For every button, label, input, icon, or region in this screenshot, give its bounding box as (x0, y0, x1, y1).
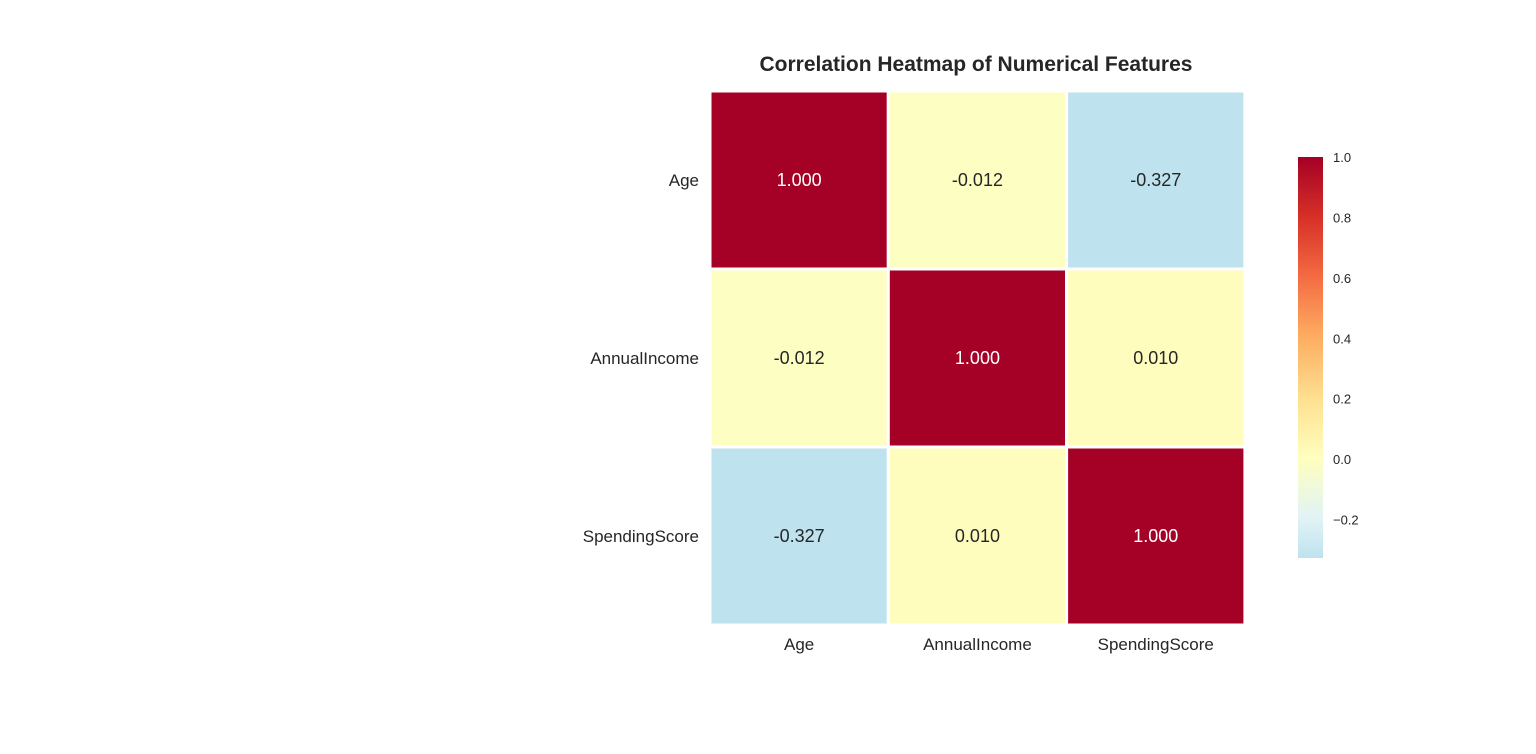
cell-value-label: 1.000 (1133, 526, 1178, 546)
heatmap-cell (1065, 267, 1247, 449)
colorbar-tick-label: 0.6 (1333, 271, 1351, 286)
cell-value-label: 1.000 (777, 170, 822, 190)
chart-title: Correlation Heatmap of Numerical Feature… (760, 53, 1193, 76)
colorbar-tick-label: 0.2 (1333, 392, 1351, 407)
heatmap-cell (886, 89, 1069, 271)
heatmap-cell (708, 89, 890, 271)
cell-value-label: 0.010 (955, 526, 1000, 546)
cell-value-label: -0.327 (774, 526, 825, 546)
colorbar-gradient (1298, 157, 1323, 558)
colorbar-tick-label: 1.0 (1333, 150, 1351, 165)
colorbar-tick-label: −0.2 (1333, 513, 1359, 528)
heatmap-cell (708, 445, 890, 627)
row-tick-label: Age (669, 171, 699, 190)
heatmap-cells: 1.000 -0.012 -0.327 -0.012 1.000 0.010 -0.327 0… (708, 89, 1247, 627)
row-tick-labels: Age AnnualIncome SpendingScore (583, 171, 699, 546)
column-tick-label: AnnualIncome (923, 635, 1032, 654)
column-tick-label: SpendingScore (1098, 635, 1214, 654)
column-tick-label: Age (784, 635, 814, 654)
heatmap-cell (1065, 89, 1247, 271)
heatmap-cell (886, 445, 1069, 627)
column-tick-labels: Age AnnualIncome SpendingScore (784, 635, 1214, 654)
colorbar: 1.0 0.8 0.6 0.4 0.2 0.0 −0.2 (1298, 150, 1359, 558)
row-tick-label: SpendingScore (583, 527, 699, 546)
cell-value-label: 0.010 (1133, 348, 1178, 368)
cell-value-label: 1.000 (955, 348, 1000, 368)
cell-value-label: -0.012 (952, 170, 1003, 190)
row-tick-label: AnnualIncome (590, 349, 699, 368)
colorbar-tick-label: 0.4 (1333, 331, 1351, 346)
cell-value-label: -0.327 (1130, 170, 1181, 190)
cell-value-label: -0.012 (774, 348, 825, 368)
heatmap-cell (1065, 445, 1247, 627)
colorbar-tick-label: 0.8 (1333, 210, 1351, 225)
colorbar-tick-label: 0.0 (1333, 452, 1351, 467)
